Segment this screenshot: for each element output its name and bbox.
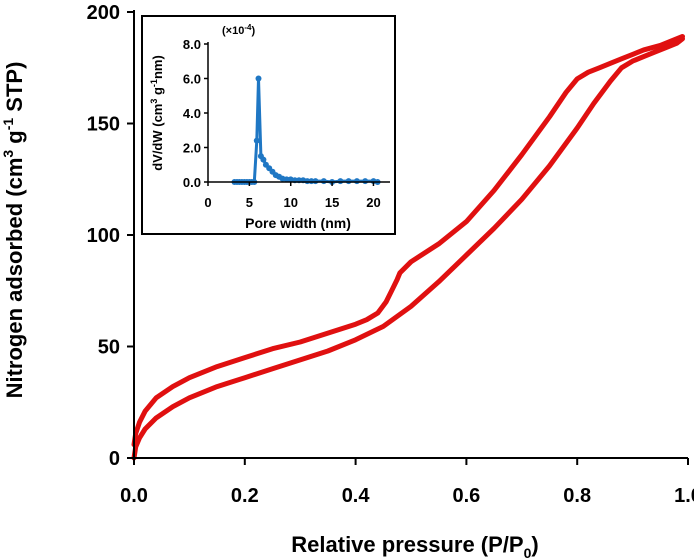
y-axis-title-tail: STP) [2, 62, 27, 118]
inset-multiplier-main: (×10 [222, 25, 244, 37]
inset-y-tick-label: 2.0 [183, 141, 201, 156]
inset-data-point [353, 178, 360, 185]
inset-frame [141, 15, 396, 235]
inset-y-title-sup2: -1 [149, 79, 159, 87]
inset-y-tick-label: 8.0 [183, 37, 201, 52]
y-tick-label: 150 [87, 114, 120, 136]
inset-multiplier-exp: -4 [244, 23, 252, 32]
x-axis-title-subscript: 0 [524, 545, 532, 560]
x-axis-title-tail: ) [531, 532, 538, 557]
x-tick-label: 0.6 [452, 485, 480, 507]
x-tick-label: 1.0 [674, 485, 694, 507]
inset-y-axis-title: dV/dW (cm3 g-1nm) [149, 55, 165, 171]
x-tick-label: 0.4 [342, 485, 371, 507]
y-tick-label: 50 [98, 337, 120, 359]
inset-x-tick-label: 5 [246, 195, 253, 210]
inset-y-title-sup1: 3 [149, 99, 159, 104]
y-axis-title-sup1: 3 [0, 150, 16, 158]
inset-x-tick-label: 0 [204, 195, 211, 210]
inset-data-point [362, 178, 369, 185]
y-tick-label: 100 [87, 225, 120, 247]
x-tick-label: 0.8 [563, 485, 591, 507]
inset-y-tick-label: 4.0 [183, 106, 201, 121]
inset-y-title-pre: dV/dW (cm [150, 104, 165, 171]
inset-y-title-tail: nm) [150, 55, 165, 79]
inset-x-tick-label: 15 [325, 195, 339, 210]
inset-data-point [253, 137, 260, 144]
inset-chart: 0 5 10 15 20 0.0 2.0 4.0 6.0 8.0 (×10-4) Pore width… [141, 15, 396, 235]
y-tick-label: 200 [87, 2, 120, 24]
y-axis-title: Nitrogen adsorbed (cm3 g-1 STP) [0, 62, 27, 399]
inset-data-point [345, 178, 352, 185]
inset-data-point [312, 178, 319, 185]
inset-data-point [255, 75, 262, 82]
inset-y-tick-label: 6.0 [183, 72, 201, 87]
inset-x-tick-label: 20 [366, 195, 380, 210]
inset-data-point [283, 176, 290, 183]
inset-x-axis-title: Pore width (nm) [245, 215, 351, 231]
series-adsorption-line [131, 36, 685, 461]
x-tick-label: 0.0 [120, 485, 148, 507]
inset-data-point [337, 178, 344, 185]
inset-data-point [260, 156, 267, 163]
x-tick-label: 0.2 [231, 485, 259, 507]
inset-y-tick-label: 0.0 [183, 175, 201, 190]
y-tick-label: 0 [109, 448, 120, 470]
inset-multiplier-label: (×10-4) [222, 23, 255, 37]
y-axis-title-mid: g [2, 130, 27, 150]
x-axis-title: Relative pressure (P/P0) [291, 532, 538, 560]
series-desorption-line [131, 34, 685, 448]
y-axis-title-pre: Nitrogen adsorbed (cm [2, 158, 27, 399]
y-axis-title-sup2: -1 [0, 118, 16, 131]
inset-multiplier-tail: ) [251, 25, 255, 37]
inset-data-point [320, 178, 327, 185]
x-axis-title-main: Relative pressure (P/P [291, 532, 523, 557]
inset-y-title-mid: g [150, 87, 165, 99]
inset-x-tick-label: 10 [283, 195, 297, 210]
